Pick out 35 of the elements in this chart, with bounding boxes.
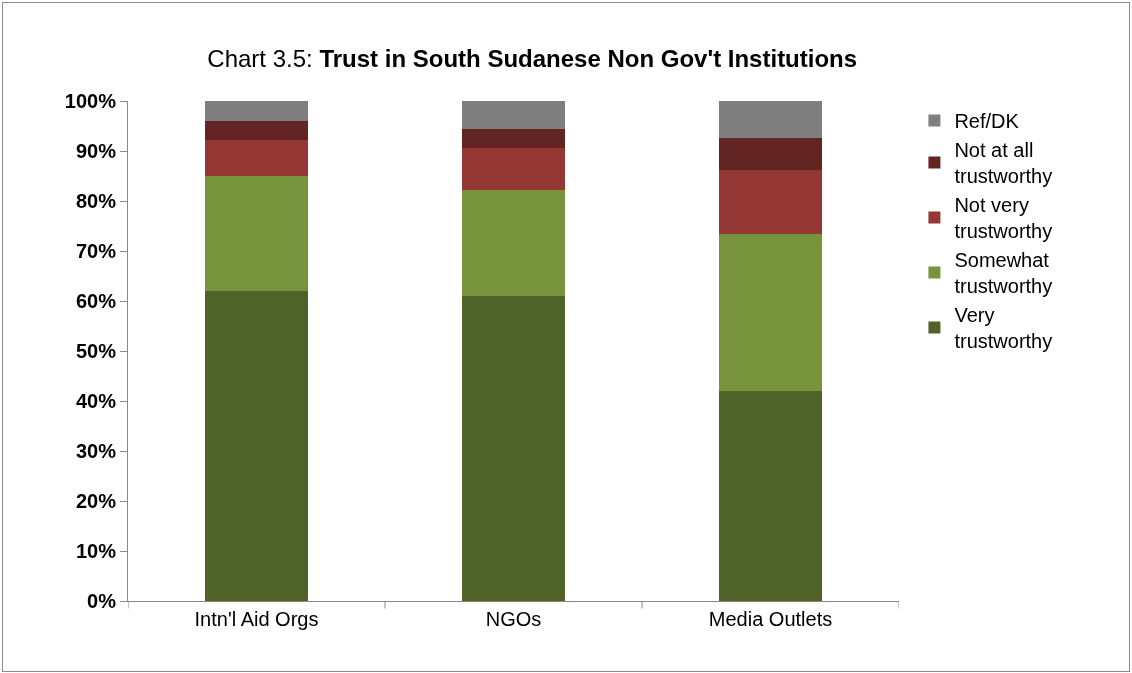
x-tick-label: Media Outlets <box>708 608 833 630</box>
y-tick-label: 80% <box>75 190 117 212</box>
bar <box>205 176 308 291</box>
bar <box>719 170 822 234</box>
legend-label: Somewhat trustworthy <box>954 249 1053 298</box>
chart-title: Chart 3.5: Trust in South Sudanese Non Gov't Institutions <box>207 44 858 72</box>
bar <box>205 101 308 121</box>
bar <box>462 128 565 148</box>
y-tick-label: 40% <box>75 390 117 412</box>
x-tick-label: Intn'l Aid Orgs <box>194 608 319 630</box>
y-tick-label: 0% <box>87 590 117 612</box>
bar <box>719 234 822 391</box>
y-tick-label: 30% <box>75 440 117 462</box>
legend-label: Ref/DK <box>954 110 1020 133</box>
bar <box>462 190 565 296</box>
legend-label: Not very trustworthy <box>954 194 1053 243</box>
bar <box>205 291 308 601</box>
bar <box>719 391 822 601</box>
bar <box>462 147 565 190</box>
y-tick-label: 100% <box>64 90 117 112</box>
y-tick-label: 10% <box>75 540 117 562</box>
bar <box>462 296 565 601</box>
bar <box>205 120 308 140</box>
bar <box>462 101 565 129</box>
y-tick-label: 70% <box>75 240 117 262</box>
legend-label: Very trustworthy <box>954 304 1053 353</box>
bar <box>719 137 822 170</box>
y-tick-label: 20% <box>75 490 117 512</box>
y-tick-label: 90% <box>75 140 117 162</box>
bar <box>205 139 308 176</box>
x-tick-label: NGOs <box>485 608 542 630</box>
y-tick-label: 60% <box>75 290 117 312</box>
y-tick-label: 50% <box>75 340 117 362</box>
legend-label: Not at all trustworthy <box>954 139 1053 188</box>
bar <box>719 101 822 138</box>
